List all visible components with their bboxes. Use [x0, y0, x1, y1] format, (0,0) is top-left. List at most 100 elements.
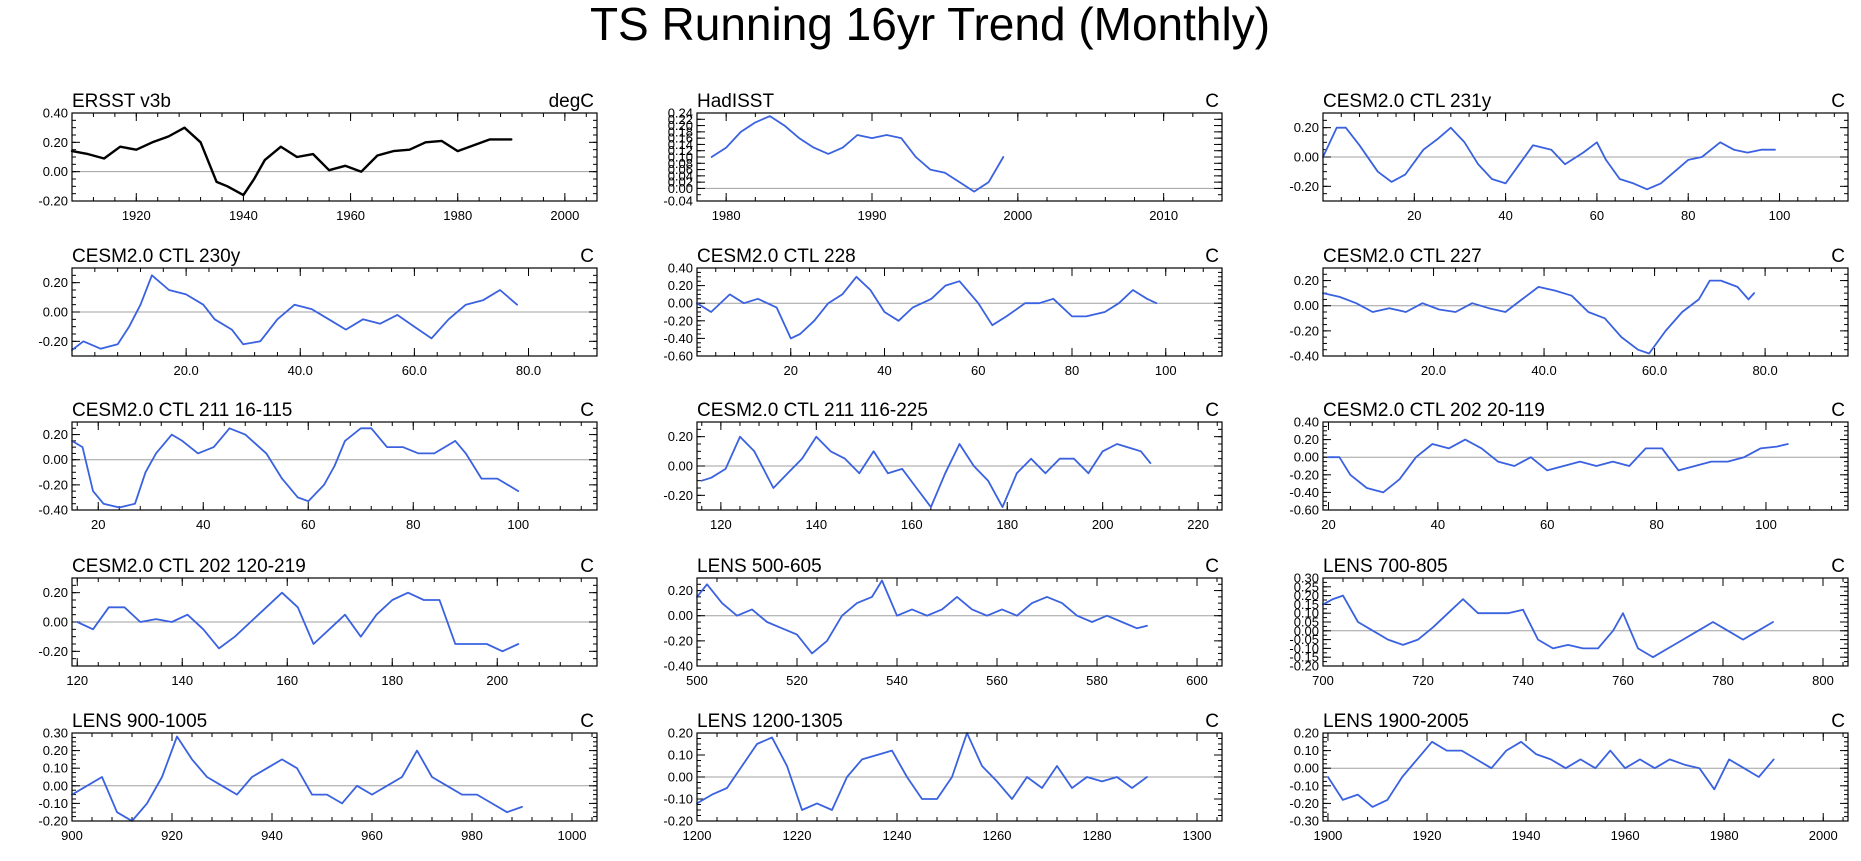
series-line [697, 733, 1147, 810]
panel-units: C [1205, 400, 1219, 421]
x-tick-label: 2000 [1809, 828, 1838, 843]
y-tick-label: -0.40 [38, 503, 68, 518]
panel-units: C [1205, 556, 1219, 577]
panel-units: C [1831, 556, 1845, 577]
y-tick-label: 0.00 [668, 770, 693, 785]
y-tick-label: 0.20 [1294, 726, 1319, 741]
figure-canvas: TS Running 16yr Trend (Monthly) ERSST v3… [0, 0, 1861, 861]
x-tick-label: 920 [161, 828, 183, 843]
plot-frame [1323, 268, 1848, 356]
y-tick-label: 0.10 [43, 761, 68, 776]
x-tick-label: 700 [1312, 673, 1334, 688]
x-tick-label: 1220 [783, 828, 812, 843]
y-tick-label: 0.00 [43, 305, 68, 320]
panel-5: CESM2.0 CTL 227 C 20.0 40.0 60.0 80.0 -0.40 -0.… [1289, 246, 1848, 378]
panel-12: LENS 900-1005 C900 920 940 960 980 1000-0.20-0… [38, 711, 597, 843]
x-tick-label: 60 [1590, 208, 1604, 223]
x-tick-label: 40 [877, 363, 891, 378]
x-tick-label: 140 [805, 517, 827, 532]
y-tick-label: -0.30 [1289, 814, 1319, 829]
y-tick-label: 0.00 [43, 164, 68, 179]
panel-title: CESM2.0 CTL 202 20-119 [1323, 400, 1545, 421]
series-line [72, 275, 517, 350]
y-tick-label: -0.20 [38, 334, 68, 349]
y-tick-label: -0.20 [1289, 323, 1319, 338]
series-line [702, 437, 1151, 507]
y-tick-label: 0.20 [668, 726, 693, 741]
y-tick-label: 0.00 [43, 615, 68, 630]
y-tick-label: 0.40 [43, 106, 68, 121]
panel-2: CESM2.0 CTL 231y C20 40 60 80 100-0.200.000.2… [1289, 91, 1848, 223]
y-tick-label: 0.00 [668, 459, 693, 474]
panel-units: C [1831, 91, 1845, 112]
y-tick-label: -0.10 [1289, 778, 1319, 793]
plot-frame [1323, 422, 1848, 510]
x-tick-label: 520 [786, 673, 808, 688]
panel-units: C [580, 246, 594, 267]
x-tick-label: 2000 [1003, 208, 1032, 223]
panel-title: LENS 1900-2005 [1323, 711, 1469, 732]
y-tick-label: 0.30 [1294, 571, 1319, 586]
x-tick-label: 160 [901, 517, 923, 532]
x-tick-label: 1900 [1313, 828, 1342, 843]
y-tick-label: 0.24 [668, 106, 693, 121]
y-tick-label: 0.10 [1294, 743, 1319, 758]
y-tick-label: -0.20 [38, 194, 68, 209]
panel-title: LENS 900-1005 [72, 711, 207, 732]
panel-title: CESM2.0 CTL 202 120-219 [72, 556, 306, 577]
panel-title: ERSST v3b [72, 91, 171, 112]
panel-title: CESM2.0 CTL 211 116-225 [697, 400, 928, 421]
y-tick-label: -0.20 [663, 814, 693, 829]
panel-units: C [580, 556, 594, 577]
series-line [697, 581, 1147, 654]
x-tick-label: 80.0 [1752, 363, 1777, 378]
y-tick-label: 0.20 [43, 585, 68, 600]
y-tick-label: -0.60 [1289, 503, 1319, 518]
panel-grid: ERSST v3b degC 1920 1940 1960 1980 2000 -0.20 0.… [38, 91, 1848, 843]
y-tick-label: -0.10 [663, 792, 693, 807]
x-tick-label: 80 [1649, 517, 1663, 532]
plot-frame [1323, 578, 1848, 666]
figure-title: TS Running 16yr Trend (Monthly) [590, 0, 1270, 50]
panel-title: LENS 500-605 [697, 556, 822, 577]
x-tick-label: 560 [986, 673, 1008, 688]
y-tick-label: 0.20 [1294, 120, 1319, 135]
x-tick-label: 60.0 [1642, 363, 1667, 378]
y-tick-label: -0.40 [1289, 349, 1319, 364]
y-tick-label: -0.10 [38, 796, 68, 811]
y-tick-label: 0.00 [1294, 450, 1319, 465]
panel-11: LENS 700-805 C700 720 740 760 780 800-0.20-0.1… [1289, 556, 1848, 688]
x-tick-label: 1300 [1183, 828, 1212, 843]
y-tick-label: 0.20 [668, 583, 693, 598]
y-tick-label: -0.20 [663, 313, 693, 328]
panel-units: C [1831, 400, 1845, 421]
y-tick-label: -0.20 [1289, 467, 1319, 482]
x-tick-label: 1980 [443, 208, 472, 223]
y-tick-label: -0.40 [663, 659, 693, 674]
y-tick-label: -0.20 [38, 814, 68, 829]
x-tick-label: 2010 [1149, 208, 1178, 223]
x-tick-label: 20.0 [173, 363, 198, 378]
x-tick-label: 200 [486, 673, 508, 688]
x-tick-label: 900 [61, 828, 83, 843]
y-tick-label: 0.00 [1294, 298, 1319, 313]
series-line [1323, 281, 1754, 354]
panel-title: CESM2.0 CTL 231y [1323, 91, 1492, 112]
x-tick-label: 100 [1769, 208, 1791, 223]
y-tick-label: -0.40 [1289, 485, 1319, 500]
panel-units: C [580, 711, 594, 732]
x-tick-label: 1000 [558, 828, 587, 843]
series-line [1323, 596, 1773, 658]
panel-3: CESM2.0 CTL 230y C20.0 40.0 60.0 80.0-0.200.… [38, 246, 597, 378]
x-tick-label: 540 [886, 673, 908, 688]
y-tick-label: 0.40 [1294, 415, 1319, 430]
y-tick-label: 0.00 [1294, 761, 1319, 776]
x-tick-label: 100 [1155, 363, 1177, 378]
x-tick-label: 40 [1431, 517, 1445, 532]
y-tick-label: 0.20 [668, 278, 693, 293]
panel-title: LENS 1200-1305 [697, 711, 843, 732]
x-tick-label: 80 [1681, 208, 1695, 223]
panel-units: C [580, 400, 594, 421]
x-tick-label: 20 [91, 517, 105, 532]
x-tick-label: 80 [406, 517, 420, 532]
